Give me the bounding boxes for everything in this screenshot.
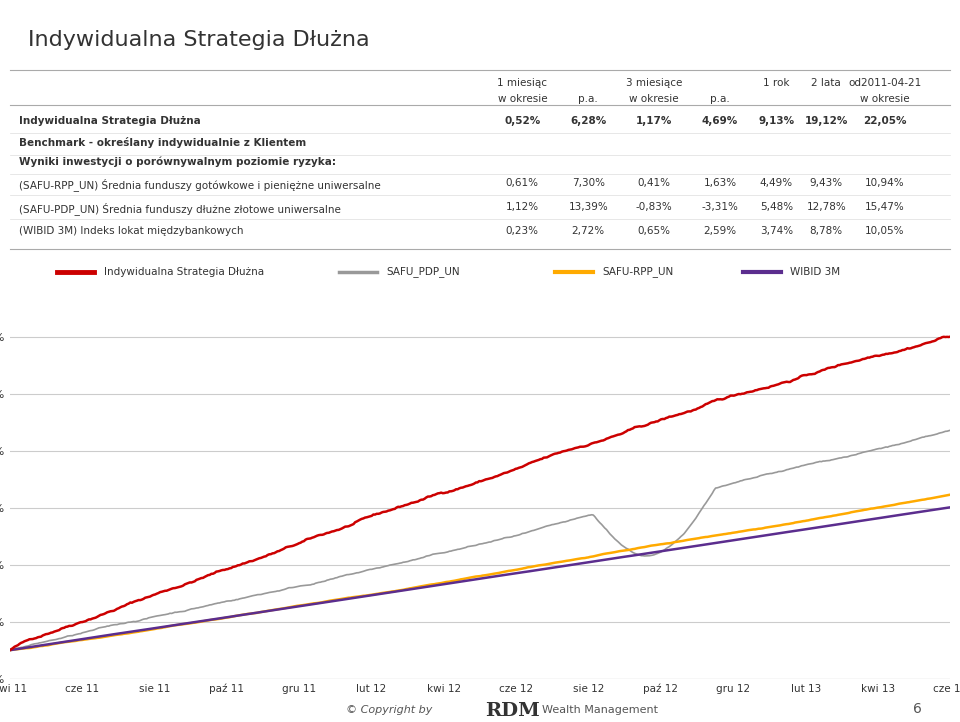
Text: WIBID 3M: WIBID 3M bbox=[790, 267, 841, 277]
Text: 9,13%: 9,13% bbox=[758, 116, 795, 126]
Text: RDM: RDM bbox=[485, 703, 540, 721]
Text: Wyniki inwestycji o porównywalnym poziomie ryzyka:: Wyniki inwestycji o porównywalnym poziom… bbox=[19, 156, 336, 167]
Text: 10,05%: 10,05% bbox=[865, 226, 904, 236]
Text: 0,65%: 0,65% bbox=[637, 226, 670, 236]
Text: (SAFU-RPP_UN) Średnia funduszy gotówkowe i pieniężne uniwersalne: (SAFU-RPP_UN) Średnia funduszy gotówkowe… bbox=[19, 178, 381, 191]
Text: 6,28%: 6,28% bbox=[570, 116, 607, 126]
Text: 0,41%: 0,41% bbox=[637, 178, 670, 188]
Text: (SAFU-PDP_UN) Średnia funduszy dłużne złotowe uniwersalne: (SAFU-PDP_UN) Średnia funduszy dłużne zł… bbox=[19, 202, 341, 215]
Text: (WIBID 3M) Indeks lokat międzybankowych: (WIBID 3M) Indeks lokat międzybankowych bbox=[19, 226, 244, 236]
Text: 3,74%: 3,74% bbox=[759, 226, 793, 236]
Text: 3 miesiące: 3 miesiące bbox=[626, 78, 683, 88]
Text: 0,61%: 0,61% bbox=[506, 178, 539, 188]
Text: Indywidualna Strategia Dłużna: Indywidualna Strategia Dłużna bbox=[29, 30, 370, 50]
Text: p.a.: p.a. bbox=[578, 95, 598, 104]
Text: 22,05%: 22,05% bbox=[863, 116, 906, 126]
Text: -3,31%: -3,31% bbox=[702, 202, 738, 212]
Text: 1 miesiąc: 1 miesiąc bbox=[497, 78, 547, 88]
Text: 2 lata: 2 lata bbox=[811, 78, 841, 88]
Text: 1 rok: 1 rok bbox=[763, 78, 790, 88]
Text: w okresie: w okresie bbox=[497, 95, 547, 104]
Text: Indywidualna Strategia Dłużna: Indywidualna Strategia Dłużna bbox=[19, 116, 201, 126]
Text: SAFU-RPP_UN: SAFU-RPP_UN bbox=[602, 266, 674, 277]
Text: 12,78%: 12,78% bbox=[806, 202, 846, 212]
Text: 10,94%: 10,94% bbox=[865, 178, 904, 188]
Text: 1,63%: 1,63% bbox=[704, 178, 736, 188]
Text: 9,43%: 9,43% bbox=[809, 178, 843, 188]
Text: 5,48%: 5,48% bbox=[759, 202, 793, 212]
Text: 2,59%: 2,59% bbox=[704, 226, 736, 236]
Text: Benchmark - określany indywidualnie z Klientem: Benchmark - określany indywidualnie z Kl… bbox=[19, 137, 306, 148]
Text: 0,52%: 0,52% bbox=[504, 116, 540, 126]
Text: -0,83%: -0,83% bbox=[636, 202, 672, 212]
Text: 15,47%: 15,47% bbox=[865, 202, 904, 212]
Text: 19,12%: 19,12% bbox=[804, 116, 848, 126]
Text: od2011-04-21: od2011-04-21 bbox=[848, 78, 922, 88]
Text: p.a.: p.a. bbox=[710, 95, 730, 104]
Text: 4,69%: 4,69% bbox=[702, 116, 738, 126]
Text: 8,78%: 8,78% bbox=[809, 226, 843, 236]
Text: 1,12%: 1,12% bbox=[506, 202, 539, 212]
Text: 2,72%: 2,72% bbox=[571, 226, 605, 236]
Text: w okresie: w okresie bbox=[860, 95, 909, 104]
Text: SAFU_PDP_UN: SAFU_PDP_UN bbox=[386, 266, 460, 277]
Text: 7,30%: 7,30% bbox=[572, 178, 605, 188]
Text: 0,23%: 0,23% bbox=[506, 226, 539, 236]
Text: 1,17%: 1,17% bbox=[636, 116, 672, 126]
Text: 6: 6 bbox=[913, 703, 922, 716]
Text: © Copyright by: © Copyright by bbox=[346, 705, 432, 716]
Text: 4,49%: 4,49% bbox=[759, 178, 793, 188]
Text: Wealth Management: Wealth Management bbox=[542, 705, 659, 716]
Text: Indywidualna Strategia Dłużna: Indywidualna Strategia Dłużna bbox=[104, 267, 264, 277]
Text: w okresie: w okresie bbox=[629, 95, 679, 104]
Text: 13,39%: 13,39% bbox=[568, 202, 608, 212]
